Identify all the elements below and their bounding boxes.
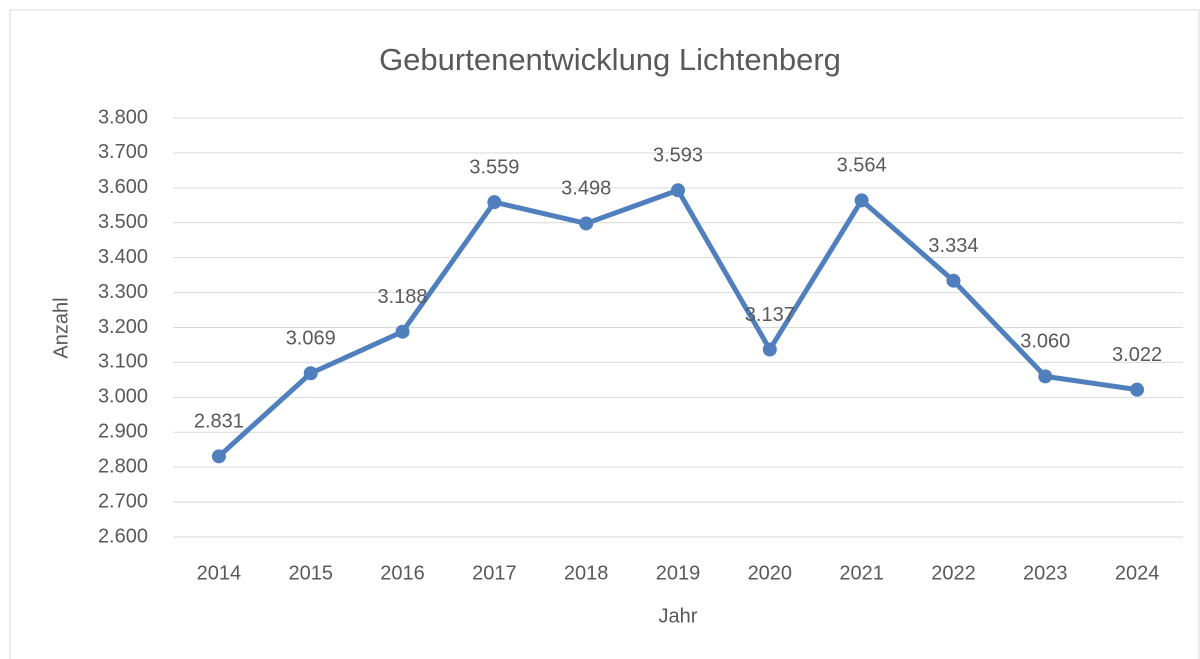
- data-label: 3.022: [1112, 344, 1162, 366]
- marker: [395, 324, 410, 339]
- data-label: 3.334: [928, 235, 978, 257]
- data-label: 3.060: [1020, 331, 1070, 353]
- x-tick-label: 2023: [1023, 562, 1068, 584]
- x-tick-label: 2017: [472, 562, 517, 584]
- x-tick-label: 2016: [380, 562, 425, 584]
- y-tick-label: 2.700: [98, 490, 148, 512]
- y-tick-label: 3.100: [98, 351, 148, 373]
- marker: [1038, 369, 1053, 384]
- data-label: 3.137: [745, 304, 795, 326]
- marker: [946, 273, 961, 288]
- x-tick-label: 2020: [748, 562, 793, 584]
- marker: [762, 342, 777, 357]
- marker: [579, 216, 594, 231]
- y-tick-label: 3.300: [98, 281, 148, 303]
- y-tick-label: 3.700: [98, 141, 148, 163]
- marker: [1130, 382, 1145, 397]
- data-label: 3.559: [469, 156, 519, 178]
- data-label: 3.593: [653, 145, 703, 167]
- x-tick-label: 2018: [564, 562, 609, 584]
- marker: [671, 183, 685, 198]
- data-label: 3.564: [837, 155, 887, 177]
- y-tick-label: 3.000: [98, 386, 148, 408]
- data-label: 3.188: [378, 286, 428, 308]
- y-tick-label: 2.800: [98, 455, 148, 477]
- data-label: 3.069: [286, 328, 336, 350]
- x-tick-label: 2014: [197, 562, 242, 584]
- marker: [487, 195, 502, 210]
- y-tick-label: 3.600: [98, 176, 148, 198]
- x-tick-label: 2019: [656, 562, 701, 584]
- marker: [303, 366, 318, 381]
- y-tick-label: 3.800: [98, 106, 148, 128]
- x-tick-label: 2022: [931, 562, 976, 584]
- y-tick-label: 2.900: [98, 421, 148, 443]
- y-tick-label: 3.400: [98, 246, 148, 268]
- marker: [211, 449, 226, 464]
- x-tick-label: 2024: [1115, 562, 1160, 584]
- x-tick-label: 2015: [288, 562, 333, 584]
- y-tick-label: 3.500: [98, 211, 148, 233]
- x-axis-label: Jahr: [659, 605, 698, 627]
- data-label: 2.831: [194, 411, 244, 433]
- chart-title: Geburtenentwicklung Lichtenberg: [379, 42, 841, 77]
- y-tick-label: 3.200: [98, 316, 148, 338]
- marker: [854, 193, 869, 208]
- y-tick-label: 2.600: [98, 525, 148, 547]
- y-axis-label: Anzahl: [50, 297, 72, 358]
- x-tick-label: 2021: [839, 562, 884, 584]
- data-label: 3.498: [561, 178, 611, 200]
